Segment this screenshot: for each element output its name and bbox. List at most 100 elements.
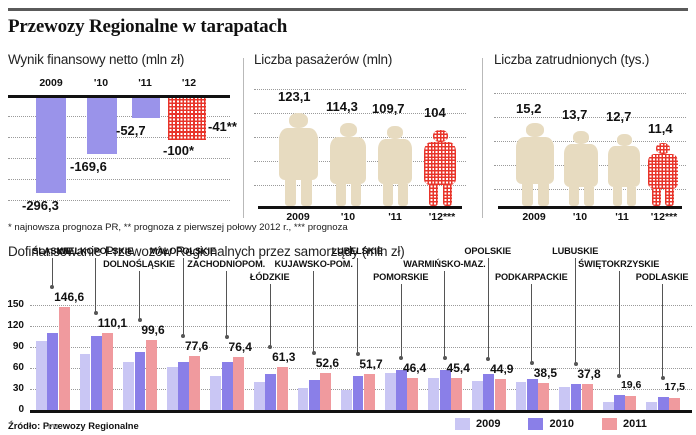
subsidy-value-label: 37,8	[577, 366, 601, 381]
subsidy-bar	[47, 333, 59, 410]
panel-divider-2	[482, 58, 483, 218]
subsidy-bar	[210, 376, 222, 410]
subsidy-bar	[79, 354, 91, 410]
value-2011: 109,7	[372, 101, 405, 116]
pictogram-2011	[376, 126, 414, 206]
region-label: OPOLSKIE	[464, 246, 512, 256]
pictogram-2009	[276, 113, 320, 206]
subsidy-bar	[134, 351, 146, 410]
value-2010: -169,6	[70, 159, 107, 174]
region-label: ŚWIĘTOKRZYSKIE	[578, 259, 660, 269]
subsidy-value-label: 99,6	[141, 323, 165, 338]
label-leader-line	[50, 258, 55, 290]
subsidy-value-label: 76,4	[228, 339, 252, 354]
value-2009: 15,2	[516, 101, 542, 116]
panel-divider-1	[243, 58, 244, 218]
pictogram-2010	[328, 123, 368, 206]
subsidy-bar	[614, 395, 625, 410]
subsidy-bar	[625, 396, 637, 410]
panel-financial-result: Wynik finansowy netto (mln zł) 2009 '10 …	[8, 52, 240, 221]
legend-swatch-2009	[455, 418, 470, 430]
value-2011: -52,7	[116, 123, 146, 138]
gridline	[8, 200, 230, 201]
label-leader-line	[660, 284, 665, 380]
subsidy-bar	[189, 355, 201, 410]
watermark: PM	[48, 424, 59, 431]
x-tick-10: '10	[340, 211, 356, 223]
subsidy-bar	[396, 370, 407, 410]
legend-label-2009: 2009	[476, 418, 501, 430]
baseline-axis	[498, 206, 682, 209]
label-leader-line	[181, 258, 186, 338]
value-2010: 114,3	[326, 99, 358, 114]
label-leader-line	[224, 271, 229, 339]
subsidy-bar	[538, 383, 550, 410]
passengers-plot: 123,1 114,3 109,7 104 2009	[254, 73, 476, 223]
region-label: PODLASKIE	[635, 272, 689, 282]
subsidy-bar	[428, 377, 440, 410]
subsidy-value-label: 38,5	[533, 366, 558, 381]
subsidy-bar	[602, 401, 614, 410]
subsidy-bar	[320, 373, 332, 410]
gridline	[8, 116, 230, 117]
subsidy-bar	[472, 380, 483, 410]
label-leader-line	[573, 258, 578, 366]
value-2010: 13,7	[562, 107, 588, 122]
subsidy-bar	[515, 382, 527, 410]
forecast-footnote: * najnowsza prognoza PR, ** prognoza z p…	[8, 222, 348, 233]
region-label: ŚLĄSKIE	[32, 246, 72, 256]
subsidy-bar	[581, 383, 593, 410]
subsidy-value-label: 77,6	[184, 338, 209, 353]
x-tick-10: '10	[572, 211, 588, 223]
pictogram-2012-projection	[646, 143, 680, 206]
subsidy-bar	[233, 356, 244, 410]
value-2012-latest-forecast: -100*	[163, 143, 195, 158]
pictogram-2009	[514, 123, 556, 206]
label-leader-line	[399, 284, 404, 360]
subsidy-bar	[265, 373, 277, 410]
bar-2010	[87, 98, 117, 154]
region-label: POMORSKIE	[373, 272, 429, 282]
subsidy-bar	[58, 307, 70, 410]
panel-employment: Liczba zatrudnionych (tys.) 15,2 13,7 12…	[494, 52, 692, 223]
x-axis	[30, 410, 692, 413]
subsidy-bar	[559, 386, 571, 410]
value-2012: 11,4	[648, 121, 673, 136]
gridline	[30, 305, 692, 306]
region-label: ŁÓDZKIE	[249, 272, 290, 282]
panel-passengers-title: Liczba pasażerów (mln)	[254, 52, 393, 67]
gridline	[254, 89, 466, 90]
subsidy-bar	[669, 397, 680, 410]
source-note: Źródło: Przewozy Regionalne	[8, 420, 139, 431]
subsidy-chart: 30 60 90 120 150 0 146,6 ŚLĄSKIE 110,1 WIELKOPOLS…	[0, 246, 696, 417]
value-2011: 12,7	[606, 109, 632, 124]
subsidy-value-label: 44,9	[490, 361, 514, 376]
page-title: Przewozy Regionalne w tarapatach	[8, 16, 288, 37]
legend-swatch-2010	[528, 418, 544, 430]
subsidy-bar	[90, 335, 102, 410]
subsidy-bar	[297, 388, 309, 410]
label-leader-line	[311, 271, 316, 356]
value-2009: -296,3	[22, 198, 59, 213]
subsidy-value-label: 19,6	[620, 379, 642, 392]
x-tick-11: '11	[388, 211, 402, 223]
value-2012-earlier-forecast: -41**	[208, 119, 237, 134]
subsidy-bar	[657, 396, 669, 410]
gridline	[254, 113, 466, 114]
subsidy-bar	[352, 375, 364, 410]
gridline	[30, 368, 692, 369]
subsidy-bar	[308, 379, 320, 410]
region-label: DOLNOŚLĄSKIE	[103, 259, 175, 269]
subsidy-bar	[221, 362, 233, 410]
chart-legend: 2009 2010 2011	[455, 418, 647, 430]
subsidy-bar	[363, 373, 375, 410]
gridline	[30, 326, 692, 327]
gridline	[8, 179, 230, 180]
label-leader-line	[268, 284, 273, 350]
label-leader-line	[617, 271, 622, 379]
subsidy-bar	[407, 377, 419, 410]
y-tick: 60	[12, 362, 24, 373]
x-tick-2009: 2009	[522, 211, 546, 223]
bar-2012-projection	[168, 98, 206, 140]
x-tick-12: '12***	[650, 211, 678, 223]
